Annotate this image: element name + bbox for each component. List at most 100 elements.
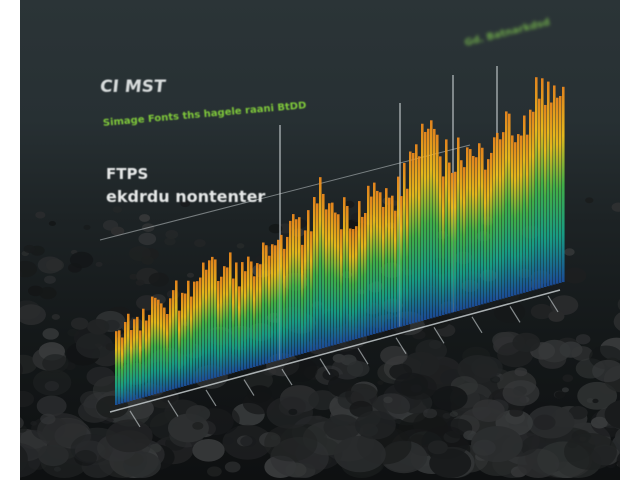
soil-clump xyxy=(332,353,346,363)
bar xyxy=(481,147,484,305)
bar xyxy=(118,330,121,405)
soil-clump xyxy=(402,351,440,378)
soil-clump xyxy=(278,223,293,234)
soil-clump xyxy=(35,211,46,219)
bar xyxy=(187,280,190,386)
bar xyxy=(427,128,430,320)
soil-clump xyxy=(449,411,458,418)
bar xyxy=(466,147,469,309)
bar xyxy=(544,104,547,288)
bar xyxy=(553,85,556,285)
soil-clump xyxy=(148,272,169,287)
bar xyxy=(175,280,178,389)
soil-clump xyxy=(42,354,69,373)
soil-clump xyxy=(432,385,468,411)
soil-clump xyxy=(86,366,115,387)
bar xyxy=(430,120,433,319)
bar xyxy=(136,316,139,400)
bar xyxy=(376,190,379,334)
soil-clump xyxy=(16,304,46,325)
bar xyxy=(415,144,418,323)
bar xyxy=(391,195,394,330)
soil-clump xyxy=(592,359,624,383)
bar xyxy=(538,98,541,289)
bar xyxy=(337,214,340,344)
bar xyxy=(541,78,544,288)
soil-clump xyxy=(105,343,117,351)
x-axis-tick xyxy=(243,379,255,396)
bar xyxy=(148,314,151,396)
bar xyxy=(379,192,382,333)
bar xyxy=(457,137,460,311)
bar xyxy=(199,277,202,382)
soil-clump xyxy=(112,206,123,213)
left-border xyxy=(0,0,20,480)
bar xyxy=(469,149,472,308)
bar xyxy=(505,111,508,298)
bar xyxy=(286,236,289,358)
bar xyxy=(250,261,253,368)
soil-clump xyxy=(36,395,67,417)
bar xyxy=(532,111,535,291)
soil-clump xyxy=(471,356,503,379)
bar xyxy=(484,169,487,304)
bar xyxy=(220,276,223,377)
bar xyxy=(475,157,478,306)
soil-clump xyxy=(490,376,501,384)
bar xyxy=(406,188,409,325)
bar xyxy=(316,203,319,350)
bar xyxy=(259,264,262,366)
soil-clump xyxy=(559,341,583,358)
soil-clump xyxy=(264,424,318,462)
bar xyxy=(307,210,310,353)
bar xyxy=(208,260,211,380)
bar xyxy=(193,281,196,384)
bar xyxy=(190,296,193,385)
soil-clump xyxy=(429,448,472,478)
x-axis-tick xyxy=(281,368,293,386)
bar xyxy=(271,244,274,363)
bar xyxy=(115,331,118,405)
soil-clump xyxy=(87,318,110,335)
bar xyxy=(511,135,514,297)
bar xyxy=(454,171,457,312)
soil-clump xyxy=(40,413,56,425)
bar xyxy=(313,197,316,351)
soil-clump xyxy=(285,462,307,478)
soil-clump xyxy=(323,414,361,441)
bar xyxy=(499,139,502,300)
bar xyxy=(211,256,214,379)
bar xyxy=(256,263,259,367)
soil-clump xyxy=(562,374,574,382)
bar xyxy=(139,330,142,399)
bar xyxy=(412,152,415,324)
soil-clump xyxy=(502,380,540,407)
soil-clump xyxy=(129,273,138,280)
soil-clump xyxy=(512,332,541,353)
bar xyxy=(382,206,385,332)
bar xyxy=(352,229,355,340)
bar xyxy=(280,234,283,360)
soil-clump xyxy=(333,435,386,473)
x-axis-tick xyxy=(547,295,559,313)
soil-clump xyxy=(394,372,429,397)
bar xyxy=(409,151,412,325)
bar xyxy=(367,185,370,336)
soil-clump xyxy=(69,251,94,269)
bar xyxy=(448,162,451,314)
bar xyxy=(436,134,439,317)
bar xyxy=(154,297,157,395)
soil-clump xyxy=(207,466,222,477)
bar xyxy=(202,262,205,382)
bar xyxy=(163,307,166,392)
soil-clump xyxy=(380,345,408,366)
bar xyxy=(196,281,199,383)
right-border xyxy=(620,0,640,480)
soil-clump xyxy=(30,421,38,426)
x-axis-tick xyxy=(205,389,217,407)
soil-clump xyxy=(554,391,566,399)
bar xyxy=(370,196,373,335)
soil-clump xyxy=(53,466,61,472)
bar xyxy=(205,269,208,381)
